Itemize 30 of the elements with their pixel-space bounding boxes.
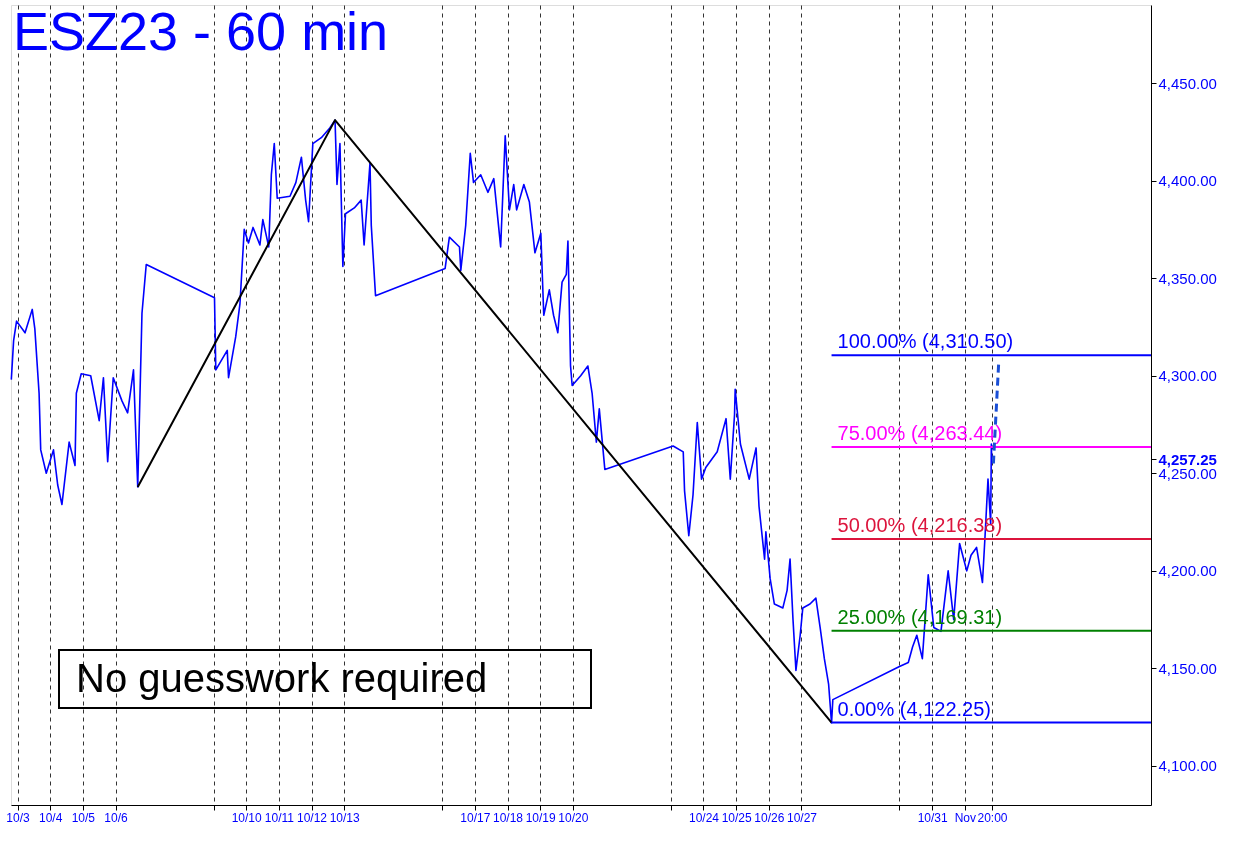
x-tick-label: 10/24 bbox=[688, 810, 720, 825]
x-tick-label: 10/20 bbox=[558, 810, 589, 825]
x-tick-label: 10/25 bbox=[721, 810, 752, 825]
y-tick-label: 4,350.00 bbox=[1158, 269, 1217, 287]
x-tick-label: 10/19 bbox=[525, 810, 557, 825]
x-tick-label: 10/18 bbox=[492, 810, 524, 825]
series-label: 0.00% (4,122.25) bbox=[837, 697, 991, 720]
chart-title: ESZ23 - 60 min bbox=[13, 1, 389, 61]
x-tick-label: 20:00 bbox=[977, 810, 1008, 825]
y-tick-label: 4,200.00 bbox=[1158, 562, 1217, 580]
x-tick-label: 10/5 bbox=[71, 810, 96, 825]
y-tick-label: 4,300.00 bbox=[1158, 367, 1217, 385]
x-tick-label: 10/27 bbox=[786, 810, 818, 825]
x-tick-label: 10/6 bbox=[104, 810, 129, 825]
y-tick-label: 4,150.00 bbox=[1158, 659, 1217, 677]
x-tick-label: 10/13 bbox=[329, 810, 361, 825]
y-tick-label: 4,400.00 bbox=[1158, 172, 1217, 190]
x-tick-label: 10/12 bbox=[297, 810, 328, 825]
x-tick-label: 10/17 bbox=[460, 810, 491, 825]
x-tick-label: 10/11 bbox=[264, 810, 295, 825]
x-tick-label: 10/4 bbox=[39, 810, 63, 825]
x-tick-label: Nov bbox=[954, 810, 976, 825]
x-tick-label: 10/31 bbox=[917, 810, 948, 825]
x-tick-label: 10/10 bbox=[231, 810, 263, 825]
annotation: No guesswork required bbox=[76, 656, 488, 700]
y-tick-label: 4,100.00 bbox=[1158, 757, 1217, 775]
y-tick-label: 4,450.00 bbox=[1158, 74, 1217, 92]
x-tick-label: 10/26 bbox=[754, 810, 785, 825]
series-label: 100.00% (4,310.50) bbox=[837, 330, 1014, 353]
x-tick-label: 10/3 bbox=[6, 810, 31, 825]
